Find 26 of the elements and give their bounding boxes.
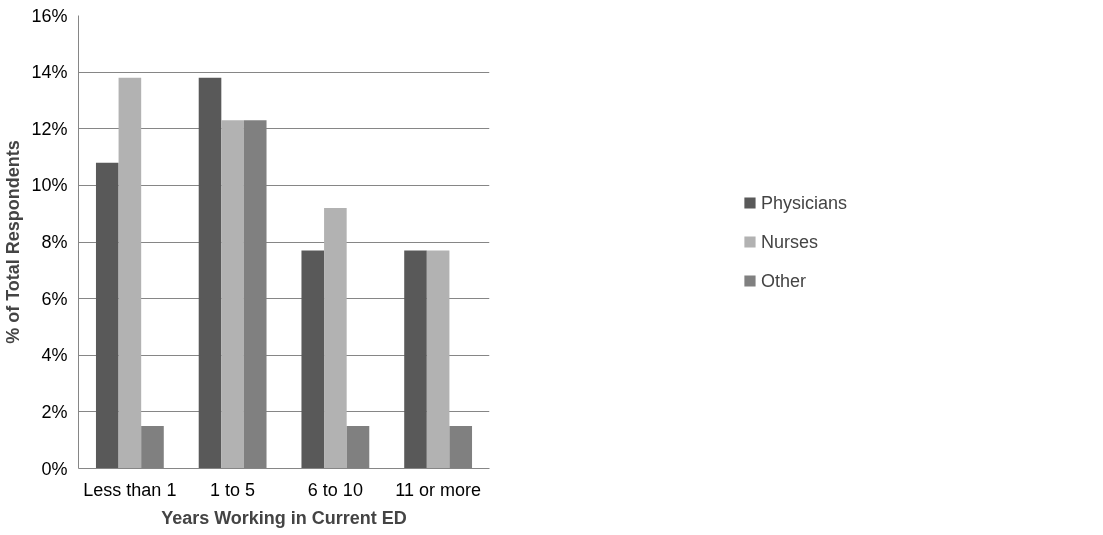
y-tick-label: 10%	[31, 175, 68, 196]
y-tick-label: 0%	[41, 458, 68, 479]
bar	[118, 77, 142, 469]
y-tick-label: 8%	[41, 232, 68, 252]
x-tick-label: 6 to 10	[307, 479, 363, 500]
legend-label: Other	[760, 270, 807, 291]
y-tick-label: 4%	[41, 345, 68, 366]
x-tick-label: 1 to 5	[210, 479, 256, 500]
y-tick-label: 6%	[41, 288, 68, 309]
x-tick-label: 11 or more	[395, 479, 481, 500]
y-axis-title: % of Total Respondents	[3, 140, 24, 344]
x-tick-label: Less than 1	[83, 479, 177, 500]
legend-label: Physicians	[760, 192, 848, 213]
y-tick-label: 2%	[41, 401, 68, 422]
bar	[198, 77, 222, 469]
bar	[221, 120, 244, 469]
bar	[95, 162, 119, 469]
x-axis-title: Years Working in Current ED	[161, 507, 407, 528]
bar	[404, 250, 427, 469]
bar	[426, 250, 450, 469]
bar	[324, 208, 347, 469]
legend-label: Nurses	[760, 231, 818, 252]
bar	[301, 250, 325, 469]
y-tick-label: 14%	[31, 62, 68, 83]
y-tick-label: 12%	[31, 118, 68, 139]
y-tick-label: 16%	[31, 5, 68, 26]
